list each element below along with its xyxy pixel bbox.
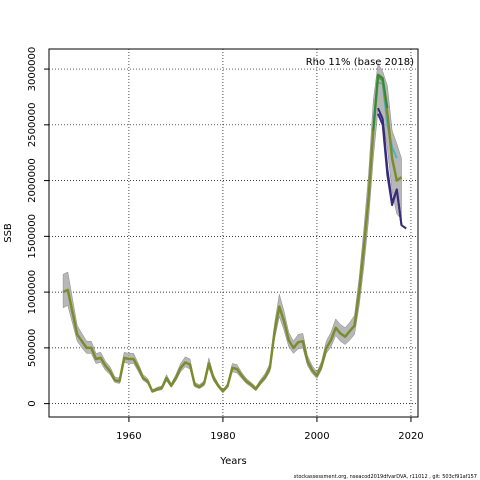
rho-annotation: Rho 11% (base 2018) [306,57,414,68]
x-tick-label: 2000 [304,431,329,442]
retro-line-2015 [377,113,407,230]
y-tick-label: 0 [27,400,38,406]
y-tick-label: 1500000 [27,214,38,259]
y-tick-label: 3000000 [27,47,38,92]
confidence-band [62,62,402,393]
x-tick-label: 1960 [116,431,141,442]
plot-frame [48,48,419,418]
ssb-confidence-band [62,62,402,393]
footer-note: stockassessment.org, nseacod2019dfvarDVA… [294,474,477,480]
y-tick-label: 1000000 [27,270,38,315]
retro-line-2014 [372,73,389,131]
y-tick-label: 2000000 [27,158,38,203]
x-axis: 1960 1980 2000 2020 [116,417,424,442]
x-axis-title: Years [219,456,246,467]
series-lines [62,73,407,393]
y-axis: 0 500000 1000000 1500000 2000000 2500000 30000… [27,47,49,407]
y-tick-label: 2500000 [27,103,38,148]
x-tick-label: 1980 [210,431,235,442]
y-tick-label: 500000 [27,329,38,367]
ssb-base-line [62,75,403,393]
y-axis-title: SSB [3,223,14,243]
x-tick-label: 2020 [398,431,423,442]
